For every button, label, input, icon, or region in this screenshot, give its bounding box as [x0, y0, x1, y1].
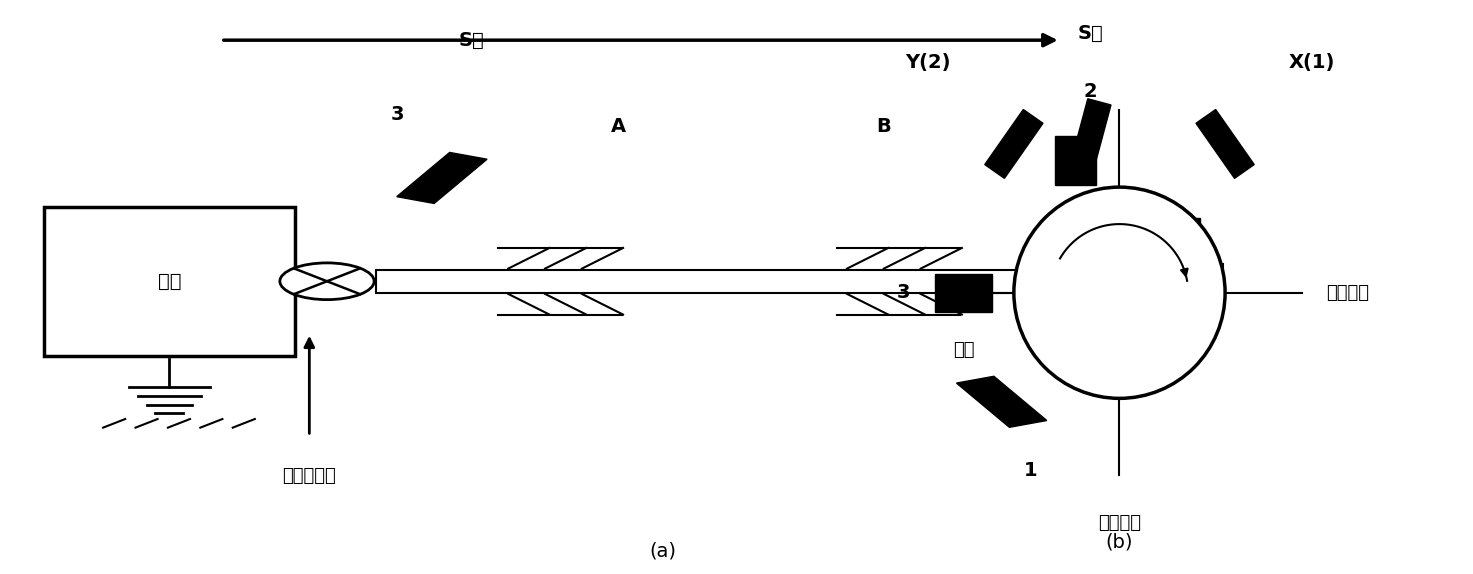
Polygon shape: [44, 207, 295, 356]
Polygon shape: [985, 110, 1043, 179]
Text: 水平方向: 水平方向: [1326, 284, 1368, 302]
Text: B: B: [876, 117, 891, 136]
Text: 电机: 电机: [158, 272, 181, 291]
Circle shape: [1013, 187, 1226, 398]
Bar: [1164, 218, 1200, 344]
Text: 垂直方向: 垂直方向: [1097, 514, 1142, 532]
Polygon shape: [1196, 110, 1254, 179]
Polygon shape: [1055, 137, 1096, 185]
Text: 1: 1: [1024, 461, 1038, 480]
Bar: [376, 270, 1208, 293]
Bar: [935, 274, 993, 312]
Text: 3: 3: [390, 105, 405, 125]
Text: Y(2): Y(2): [904, 53, 950, 72]
Text: 键相: 键相: [953, 342, 974, 359]
Bar: [1127, 258, 1147, 304]
Text: S向: S向: [1078, 24, 1103, 43]
Circle shape: [280, 263, 374, 300]
Text: (a): (a): [650, 541, 676, 561]
Text: X(1): X(1): [1289, 53, 1335, 72]
Polygon shape: [396, 153, 488, 203]
Bar: [1208, 264, 1223, 298]
Polygon shape: [1071, 99, 1111, 170]
Text: 2: 2: [1083, 82, 1097, 102]
Text: (b): (b): [1106, 533, 1133, 552]
Text: 3: 3: [897, 283, 910, 302]
Text: S向: S向: [458, 30, 485, 50]
Polygon shape: [956, 377, 1047, 427]
Text: A: A: [611, 117, 626, 136]
Text: 弹性联轴节: 弹性联轴节: [283, 467, 336, 486]
